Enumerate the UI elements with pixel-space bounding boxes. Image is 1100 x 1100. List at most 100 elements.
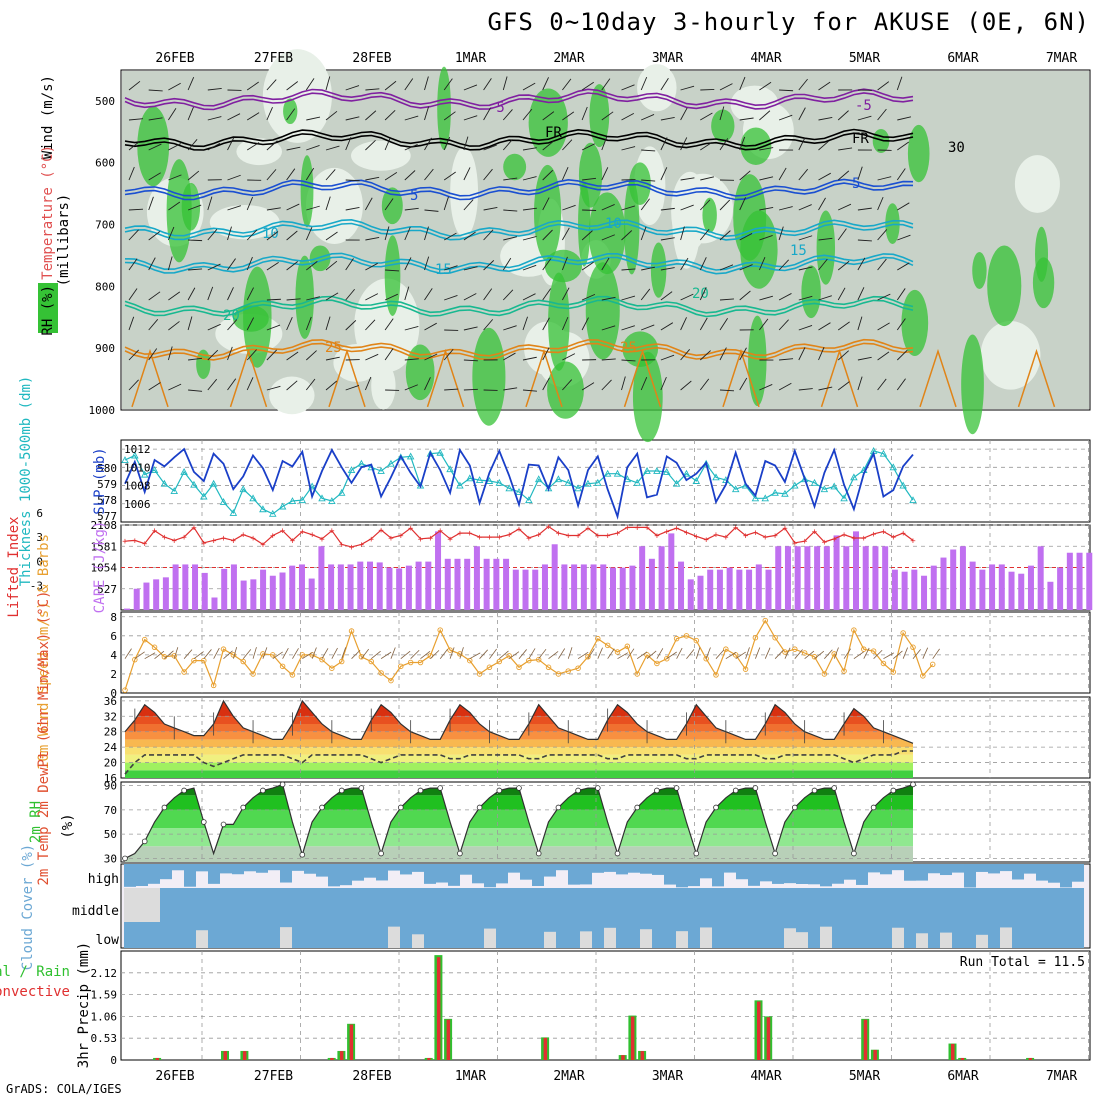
- rh-moist-patch: [972, 252, 987, 290]
- y2-tick-label: 578: [97, 494, 117, 507]
- wind-barb: [183, 649, 193, 659]
- wind-barb: [400, 650, 411, 660]
- cloud-mid-bar: [688, 888, 700, 922]
- wind-barb: [680, 317, 687, 331]
- wind-barb: [837, 110, 849, 121]
- thickness-point: [278, 502, 287, 510]
- cloud-high-bar: [1024, 864, 1036, 874]
- wind-barb: [286, 203, 300, 211]
- wind-barb: [502, 289, 514, 301]
- cape-bar: [143, 582, 150, 610]
- cloud-high-bar: [448, 864, 460, 886]
- rh-moist-patch: [632, 351, 663, 443]
- wind-barb: [128, 118, 143, 121]
- wind-speed-point: [654, 660, 660, 667]
- cloud-mid-bar: [184, 888, 196, 922]
- cloud-mid-bar: [808, 888, 820, 922]
- wind-barb: [148, 291, 161, 301]
- thickness-point: [426, 449, 435, 457]
- wind-barb: [893, 650, 903, 659]
- wind-barb: [148, 382, 161, 391]
- thickness-line: [124, 450, 914, 515]
- lifted-index-point: +: [881, 527, 887, 537]
- wind-barb: [542, 197, 550, 211]
- thickness-point: [377, 467, 385, 474]
- wind-barb: [601, 257, 610, 271]
- wind-barb: [188, 389, 203, 392]
- wind-barb: [503, 325, 517, 331]
- thickness-point: [751, 494, 760, 502]
- wind-barb: [404, 207, 419, 211]
- rh-point: [319, 804, 325, 811]
- cape-bar: [541, 564, 548, 610]
- wind-speed-point: [929, 661, 936, 668]
- wind-barb: [345, 179, 360, 182]
- lifted-index-point: +: [575, 532, 581, 542]
- wind-barb: [902, 647, 908, 659]
- wind-barb: [843, 648, 852, 659]
- cape-bar: [464, 558, 471, 610]
- cloud-high-bar: [928, 864, 940, 874]
- rh-dry-patch: [371, 362, 396, 410]
- cloud-mid-bar: [532, 888, 544, 922]
- cape-bar: [192, 564, 199, 610]
- cape-bar: [240, 580, 247, 610]
- lifted-index-point: +: [516, 525, 522, 535]
- rh-moist-patch: [907, 124, 930, 183]
- cloud-mid-bar: [1048, 888, 1060, 922]
- y-tick-label: 36: [104, 695, 117, 708]
- cape-bar: [959, 546, 966, 610]
- temp-band: [125, 754, 913, 763]
- cloud-mid-bar: [592, 888, 604, 922]
- wind-barb: [759, 147, 774, 151]
- wind-barb: [213, 647, 220, 659]
- cloud-low-bar: [256, 922, 268, 948]
- wind-speed-point: [575, 665, 581, 671]
- rh-moist-patch: [961, 334, 984, 435]
- wind-barb: [424, 106, 430, 121]
- cloud-high-bar: [616, 864, 628, 875]
- isotherm--5: [124, 92, 914, 111]
- cape-bar: [580, 564, 587, 610]
- wind-barb: [759, 206, 774, 211]
- wind-barb: [410, 649, 420, 659]
- wind-barb: [794, 649, 803, 659]
- thickness-point: [889, 463, 898, 471]
- rh-point: [181, 787, 187, 794]
- rh-moist-patch: [585, 262, 620, 360]
- lifted-index-point: +: [132, 536, 138, 546]
- legend-total: Total / Rain: [0, 964, 70, 980]
- y-tick-label: 800: [95, 280, 115, 293]
- rh-point: [161, 804, 168, 811]
- precip-convective-bar: [630, 1016, 635, 1060]
- cloud-mid-bar: [892, 888, 904, 922]
- cape-bar: [891, 569, 898, 610]
- rh-point: [378, 850, 384, 857]
- cloud-low-bar: [448, 922, 460, 948]
- wind-barb: [715, 649, 725, 659]
- lifted-index-point: +: [408, 524, 414, 534]
- wind-barb: [561, 256, 568, 271]
- cloud-low-bar: [400, 922, 412, 948]
- cloud-high-bar: [784, 864, 796, 884]
- cape-bar: [600, 564, 607, 610]
- cloud-high-bar: [316, 864, 328, 877]
- wind-barb: [404, 384, 418, 391]
- lifted-index-point: +: [378, 526, 384, 536]
- x-tick-top: 3MAR: [652, 51, 683, 66]
- rh-point: [693, 850, 700, 857]
- wind-speed-point: [673, 635, 680, 642]
- y-tick-label: 500: [95, 95, 115, 108]
- cloud-high-bar: [436, 864, 448, 883]
- cape-bar: [794, 546, 801, 610]
- x-tick-bottom: 26FEB: [155, 1069, 194, 1084]
- wind-speed-point: [437, 627, 443, 633]
- wind-barb: [503, 387, 518, 391]
- rh-point: [910, 781, 916, 788]
- wind-barb: [351, 649, 361, 659]
- cloud-mid-bar: [1024, 888, 1036, 922]
- wind-barb: [838, 203, 852, 211]
- wind-barb: [897, 262, 910, 271]
- cloud-low-bar: [268, 922, 280, 948]
- wind-barb: [384, 136, 391, 151]
